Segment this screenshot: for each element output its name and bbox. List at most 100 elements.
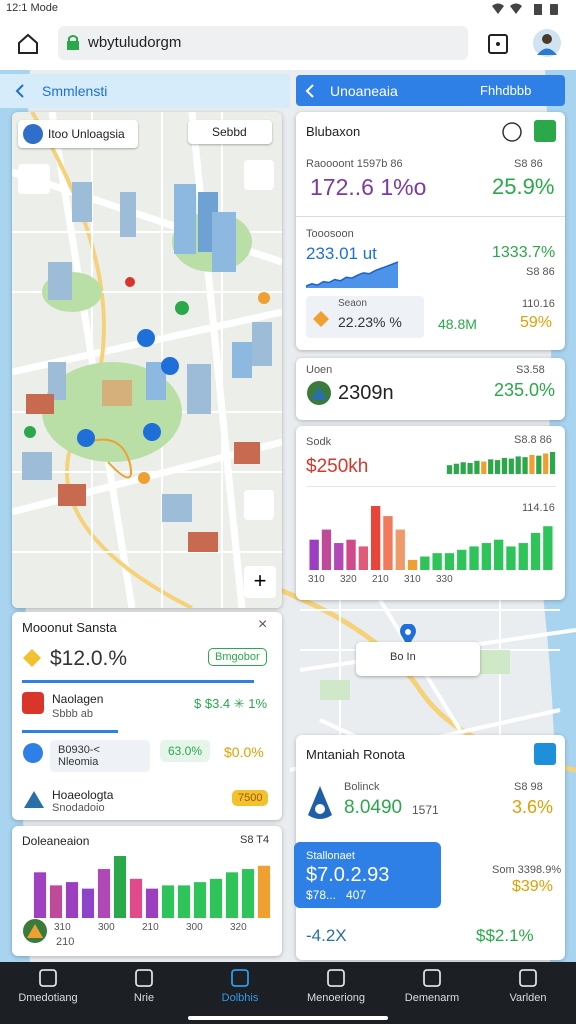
- bar: [334, 543, 344, 570]
- close-button[interactable]: ×: [258, 616, 268, 633]
- bar: [506, 546, 516, 570]
- stat-sub: S8 98: [514, 781, 543, 793]
- bar: [501, 457, 508, 474]
- row-icon: [22, 692, 44, 714]
- nav-item[interactable]: Menoeriong: [288, 962, 384, 1024]
- row-icon: [23, 743, 43, 763]
- summary-value: $12.0.%: [50, 647, 128, 670]
- bar: [446, 465, 453, 474]
- bar: [515, 456, 521, 474]
- bar: [543, 526, 553, 570]
- progress-bar: [22, 680, 254, 683]
- side-value: $39%: [512, 878, 553, 895]
- avatar[interactable]: [532, 28, 562, 58]
- x-tick-label: 300: [186, 922, 203, 933]
- bar: [543, 453, 549, 474]
- bar: [370, 506, 381, 570]
- bar: [488, 459, 494, 474]
- left-header-title: Smmlensti: [42, 83, 108, 99]
- home-indicator: [188, 1016, 388, 1020]
- bar: [536, 455, 542, 474]
- bar: [460, 462, 466, 474]
- bar: [420, 556, 430, 570]
- x-tick-label: 320: [340, 574, 357, 585]
- bar: [65, 882, 79, 918]
- bar: [518, 543, 528, 570]
- home-button[interactable]: [16, 32, 40, 56]
- bar: [432, 553, 442, 570]
- nav-item[interactable]: Demenarm: [384, 962, 480, 1024]
- stat-sub: 114.16: [522, 502, 555, 514]
- nav-icon-shape: [135, 969, 153, 987]
- row-icon: [24, 791, 44, 808]
- bar: [474, 460, 480, 474]
- row-badge: 63.0%: [160, 740, 211, 762]
- nav-item[interactable]: Dmedotiang: [0, 962, 96, 1024]
- chart-card: Sodk $250kh S8.8 86 114.16 310 320 210 310 3…: [296, 426, 565, 600]
- tabs-button[interactable]: [486, 32, 510, 56]
- right-header: Unoaneaia Fhhdbbb: [296, 75, 565, 106]
- bar: [481, 461, 487, 474]
- back-button[interactable]: [304, 84, 316, 98]
- map[interactable]: [12, 112, 282, 608]
- footer-right: $$2.1%: [476, 926, 534, 945]
- footer-left: -4.2X: [306, 926, 347, 945]
- card-title: Mntaniah Ronota: [306, 747, 406, 762]
- url-field[interactable]: wbytuludorgm: [58, 26, 468, 60]
- back-button[interactable]: [14, 84, 26, 98]
- map-pin[interactable]: [398, 624, 418, 648]
- map-tool[interactable]: [18, 164, 50, 194]
- map-tool[interactable]: [244, 160, 274, 190]
- share-icon[interactable]: [534, 120, 556, 142]
- status-time: 12:1 Mode: [6, 2, 58, 14]
- row-label: B0930-< Nleomia: [50, 740, 150, 772]
- highlight-label: Stallonaet: [306, 850, 355, 862]
- nav-icon-shape: [519, 969, 537, 987]
- summary-badge: Bmgobor: [208, 648, 267, 666]
- stat-change: 1333.7%: [492, 244, 556, 261]
- status-icons: [492, 3, 558, 15]
- map-tool[interactable]: [244, 490, 274, 520]
- nav-label: Varlden: [509, 992, 547, 1004]
- summary-card: Mooonut Sansta × $12.0.% Bmgobor Naolage…: [12, 612, 282, 820]
- bar: [395, 529, 405, 570]
- nav-label: Dolbhis: [221, 992, 259, 1004]
- zoom-in[interactable]: +: [244, 566, 276, 598]
- x-tick-label: 310: [308, 574, 325, 585]
- row-title: Hoaeologta: [52, 788, 114, 802]
- nav-item[interactable]: Dolbhis: [192, 962, 288, 1024]
- chart-title: Doleaneaion: [22, 834, 90, 848]
- bar: [193, 882, 207, 918]
- highlight-card[interactable]: Stallonaet $7.0.2.93 $78... 407: [294, 842, 441, 908]
- stat-sub: 110.16: [522, 298, 555, 310]
- bar: [49, 885, 63, 918]
- map-title-chip: Itoo Unloagsia: [18, 120, 138, 148]
- pin-label: Bo In: [390, 651, 416, 663]
- stats-card: Uoen 2309n S3.58 235.0%: [296, 358, 565, 420]
- bar: [97, 869, 111, 918]
- bar: [257, 865, 271, 918]
- share-icon[interactable]: [534, 743, 556, 765]
- bar: [453, 463, 459, 474]
- x-axis-labels: 310 320 210 310 330: [308, 574, 468, 588]
- bar: [508, 458, 514, 474]
- row-badge: 7500: [232, 790, 269, 806]
- bar: [383, 516, 393, 570]
- stat-label: Raoooont 1597b 86: [306, 158, 403, 170]
- row-title: Naolagen: [52, 692, 104, 706]
- map-filter-chip[interactable]: Sebbd: [188, 120, 272, 144]
- clock-icon[interactable]: [500, 120, 524, 144]
- box-label: Seaon: [338, 298, 367, 309]
- nav-item[interactable]: Varlden: [480, 962, 576, 1024]
- x-tick-label: 310: [404, 574, 421, 585]
- right-header-action[interactable]: Fhhdbbb: [480, 83, 532, 98]
- divider: [306, 486, 556, 487]
- stat-box: Seaon 22.23% %: [306, 296, 424, 338]
- bar: [113, 856, 127, 918]
- map-icon: [23, 124, 43, 144]
- nav-icon: [231, 969, 249, 987]
- pin-chip[interactable]: Bo In: [356, 642, 480, 676]
- nav-item[interactable]: Nrie: [96, 962, 192, 1024]
- bar: [309, 539, 319, 570]
